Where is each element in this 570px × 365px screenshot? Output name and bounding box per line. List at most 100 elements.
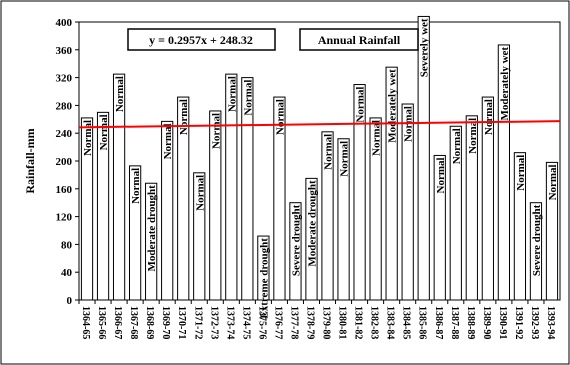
bar-label: Normal	[323, 134, 335, 170]
bar	[145, 182, 158, 301]
bar	[161, 120, 174, 301]
x-tick-label: 1369-70	[160, 306, 171, 339]
bar	[209, 110, 222, 301]
x-tick-label: 1382-83	[369, 306, 380, 339]
bar-label: Normal	[435, 157, 447, 193]
bar	[449, 125, 462, 301]
x-tick-label: 1386-87	[433, 306, 444, 339]
x-tick-label: 1387-88	[449, 306, 460, 339]
bar-label: Normal	[451, 128, 463, 164]
bar	[193, 172, 206, 301]
x-tick-label: 1372-73	[208, 306, 219, 339]
x-tick-label: 1364-65	[80, 306, 91, 339]
bar-label: Normal	[355, 87, 367, 123]
bar-label: Normal	[339, 141, 351, 177]
x-tick-label: 1378-79	[304, 306, 315, 339]
x-tick-label: 1375-76	[256, 306, 267, 339]
y-tick-label: 320	[56, 73, 73, 85]
bar-label: Normal	[515, 155, 527, 191]
bar-label: Normal	[162, 123, 174, 159]
legend-label: Annual Rainfall	[318, 33, 401, 47]
bar	[289, 202, 302, 301]
x-tick-label: 1366-67	[112, 306, 123, 339]
y-tick-label: 0	[67, 295, 73, 307]
bar-label: Moderate drought	[146, 185, 158, 272]
bar-label: Normal	[226, 76, 238, 112]
bar-label: Severely wet	[419, 18, 431, 77]
x-tick-label: 1391-92	[513, 306, 524, 339]
bar-label: Normal	[371, 120, 383, 156]
y-tick-label: 280	[56, 100, 73, 112]
bar-label: Normal	[114, 76, 126, 112]
x-tick-label: 1384-85	[401, 306, 412, 339]
equation-text: y = 0.2957x + 248.32	[149, 33, 253, 47]
x-tick-label: 1373-74	[224, 306, 235, 339]
x-tick-label: 1390-91	[497, 306, 508, 339]
bar	[353, 84, 366, 301]
bar	[433, 154, 446, 301]
x-tick-label: 1383-84	[385, 306, 396, 339]
x-tick-label: 1385-86	[417, 306, 428, 339]
bar	[241, 77, 254, 301]
bar-label: Normal	[210, 113, 222, 149]
bar-label: Severe drought	[290, 204, 302, 276]
x-tick-label: 1368-69	[144, 306, 155, 339]
bar-label: Normal	[98, 114, 110, 150]
x-tick-label: 1389-90	[481, 306, 492, 339]
bar	[513, 152, 527, 301]
bar-label: Normal	[194, 175, 206, 211]
x-tick-label: 1374-75	[240, 306, 251, 339]
bar-label: Normal	[82, 120, 94, 156]
trendline	[78, 120, 561, 129]
bar-label: Severe drought	[531, 204, 543, 276]
bar	[257, 235, 270, 301]
x-tick-label: 1393-94	[545, 306, 556, 339]
y-axis: 0 40 80 120 160 200 240 280 320 360 400	[56, 17, 79, 307]
bar-label: Moderate drought	[306, 180, 318, 267]
bar-label: Normal	[467, 118, 479, 154]
bar	[80, 117, 94, 301]
x-tick-label: 1388-89	[465, 306, 476, 339]
x-tick-label: 1365-66	[96, 306, 107, 339]
bar-label: Moderately wet	[499, 47, 511, 121]
bars-group	[80, 15, 559, 301]
bar-labels-group: Normal Normal Normal Normal Moderate drought…	[82, 18, 559, 319]
bar	[96, 111, 110, 301]
x-tick-label: 1380-81	[337, 306, 348, 339]
y-tick-label: 200	[56, 156, 73, 168]
y-tick-label: 360	[56, 45, 73, 57]
x-axis: 1364-65 1365-66 1366-67 1367-68 1368-69 1369-…	[78, 300, 556, 339]
bar	[401, 103, 414, 301]
x-tick-label: 1381-82	[353, 306, 364, 339]
bar-label: Normal	[130, 168, 142, 204]
bar-label: Extreme drought	[258, 238, 270, 319]
bar	[497, 44, 510, 301]
x-tick-label: 1367-68	[128, 306, 139, 339]
bar	[545, 161, 559, 301]
bar	[337, 138, 350, 301]
x-tick-label: 1392-93	[529, 306, 540, 339]
bar	[321, 131, 334, 301]
bar	[465, 115, 478, 301]
x-tick-label: 1371-72	[192, 306, 203, 339]
y-tick-label: 400	[56, 17, 73, 29]
x-tick-label: 1377-78	[288, 306, 299, 339]
bar-label: Normal	[178, 99, 190, 135]
bar	[112, 73, 126, 301]
bar	[225, 73, 238, 301]
x-tick-label: 1370-71	[176, 306, 187, 339]
bar	[385, 66, 398, 301]
bar-label: Normal	[483, 99, 495, 135]
y-tick-label: 120	[56, 212, 73, 224]
bar	[417, 15, 430, 301]
y-tick-label: 40	[61, 267, 73, 279]
bar	[481, 96, 494, 301]
y-tick-label: 80	[61, 239, 73, 251]
y-axis-title: Rainfall-mm	[23, 128, 37, 193]
y-tick-label: 160	[56, 184, 73, 196]
bar	[273, 96, 286, 301]
y-tick-label: 240	[56, 128, 73, 140]
bar-label: Normal	[274, 99, 286, 135]
